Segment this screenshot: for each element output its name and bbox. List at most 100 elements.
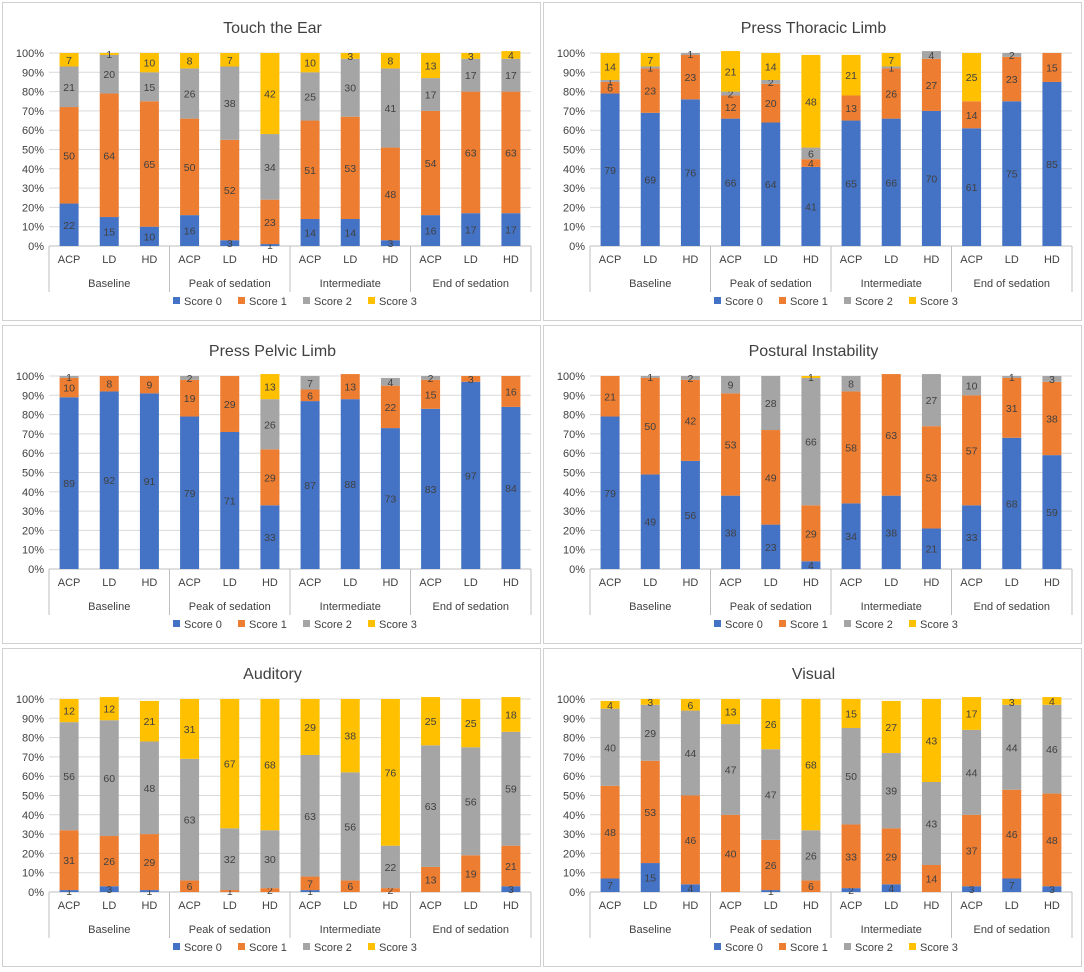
x-tick-label: ACP — [299, 900, 322, 912]
x-tick-label: LD — [102, 254, 116, 266]
data-label: 67 — [224, 759, 236, 771]
legend-label: Score 3 — [920, 619, 958, 631]
y-tick-label: 80% — [22, 87, 44, 99]
x-tick-label: LD — [1005, 254, 1019, 266]
y-tick-label: 60% — [22, 771, 44, 783]
bar-segment-score3 — [421, 697, 441, 746]
chart-svg: Visual 0% 10% 20% 30% 40% 50% 60% 70% 80% 90% 100% 7… — [557, 666, 1073, 954]
data-label: 29 — [304, 722, 316, 734]
data-label: 63 — [505, 147, 517, 159]
data-label: 38 — [1046, 413, 1058, 425]
bar-segment-score0 — [139, 226, 159, 246]
data-label: 33 — [966, 532, 978, 544]
data-label: 6 — [187, 881, 193, 893]
bar-segment-score1 — [180, 118, 200, 216]
bar-segment-score1 — [921, 426, 941, 529]
bar-segment-score0 — [380, 240, 400, 246]
y-tick-label: 20% — [563, 202, 585, 214]
data-label: 26 — [765, 719, 777, 731]
bar-segment-score2 — [300, 72, 320, 121]
bar-segment-score2 — [680, 710, 700, 796]
bar-segment-score3 — [461, 699, 481, 748]
legend-label: Score 1 — [790, 296, 828, 308]
bar-segment-score1 — [761, 83, 781, 123]
chart-panel-4: Auditory 0% 10% 20% 30% 40% 50% 60% 70% 80% 90% 100… — [2, 648, 541, 967]
data-label: 26 — [805, 850, 817, 862]
legend-label: Score 2 — [855, 296, 893, 308]
bar-segment-score2 — [340, 772, 360, 881]
data-label: 3 — [508, 884, 514, 896]
bar-segment-score3 — [461, 53, 481, 59]
y-tick-label: 100% — [16, 694, 44, 706]
bar-segment-score3 — [801, 54, 821, 148]
bar-segment-score3 — [1042, 697, 1062, 705]
bar-segment-score1 — [421, 866, 441, 892]
bar-segment-score1 — [99, 836, 119, 887]
data-label: 6 — [307, 390, 313, 402]
y-tick-label: 30% — [563, 183, 585, 195]
bar-segment-score1 — [761, 839, 781, 891]
data-label: 79 — [184, 488, 196, 500]
bar-segment-score3 — [260, 53, 280, 135]
x-tick-label: ACP — [419, 577, 442, 589]
data-label: 4 — [687, 883, 693, 895]
x-tick-label: HD — [141, 254, 157, 266]
bar-segment-score2 — [461, 58, 481, 92]
data-label: 14 — [304, 227, 316, 239]
data-label: 64 — [765, 179, 777, 191]
data-label: 56 — [63, 771, 75, 783]
data-label: 48 — [385, 189, 397, 201]
bar-segment-score2 — [640, 66, 660, 69]
data-label: 1 — [687, 49, 693, 61]
bar-segment-score1 — [721, 393, 741, 496]
y-tick-label: 70% — [22, 752, 44, 764]
bar-segment-score1 — [59, 830, 79, 891]
bar-segment-score3 — [340, 53, 360, 59]
legend-swatch — [714, 297, 721, 304]
data-label: 25 — [465, 718, 477, 730]
data-label: 69 — [644, 174, 656, 186]
bar-segment-score2 — [461, 747, 481, 856]
y-tick-label: 20% — [22, 848, 44, 860]
data-label: 3 — [1009, 697, 1015, 709]
data-label: 25 — [425, 716, 437, 728]
bar-segment-score2 — [340, 58, 360, 117]
data-label: 79 — [604, 165, 616, 177]
bar-segment-score0 — [721, 118, 741, 246]
data-label: 16 — [505, 386, 517, 398]
legend-label: Score 2 — [855, 619, 893, 631]
x-tick-label: HD — [503, 254, 519, 266]
bar-segment-score2 — [841, 376, 861, 392]
bar-segment-score0 — [59, 890, 79, 892]
bar-segment-score1 — [1002, 377, 1022, 438]
bar-segment-score3 — [721, 51, 741, 92]
y-tick-label: 70% — [22, 429, 44, 441]
data-label: 59 — [1046, 507, 1058, 519]
bar-segment-score1 — [680, 54, 700, 100]
y-tick-label: 50% — [22, 145, 44, 157]
group-label: End of sedation — [433, 278, 509, 290]
legend-swatch — [909, 620, 916, 627]
x-tick-label: ACP — [960, 900, 983, 912]
bar-segment-score2 — [220, 66, 240, 140]
legend-swatch — [779, 620, 786, 627]
bar-segment-score2 — [680, 53, 700, 55]
data-label: 75 — [1006, 169, 1018, 181]
bar-segment-score1 — [680, 379, 700, 461]
data-label: 2 — [267, 885, 273, 897]
x-tick-label: LD — [223, 577, 237, 589]
data-label: 68 — [805, 760, 817, 772]
bar-segment-score3 — [59, 699, 79, 723]
x-tick-label: ACP — [178, 577, 201, 589]
bar-segment-score0 — [841, 888, 861, 892]
bar-segment-score3 — [1002, 699, 1022, 705]
bar-segment-score1 — [1042, 53, 1062, 82]
bar-segment-score1 — [600, 81, 620, 94]
data-label: 1 — [647, 372, 653, 384]
legend-label: Score 1 — [249, 942, 287, 954]
bar-segment-score3 — [962, 697, 982, 730]
bar-segment-score3 — [99, 53, 119, 55]
data-label: 63 — [425, 801, 437, 813]
bar-segment-score1 — [680, 795, 700, 885]
